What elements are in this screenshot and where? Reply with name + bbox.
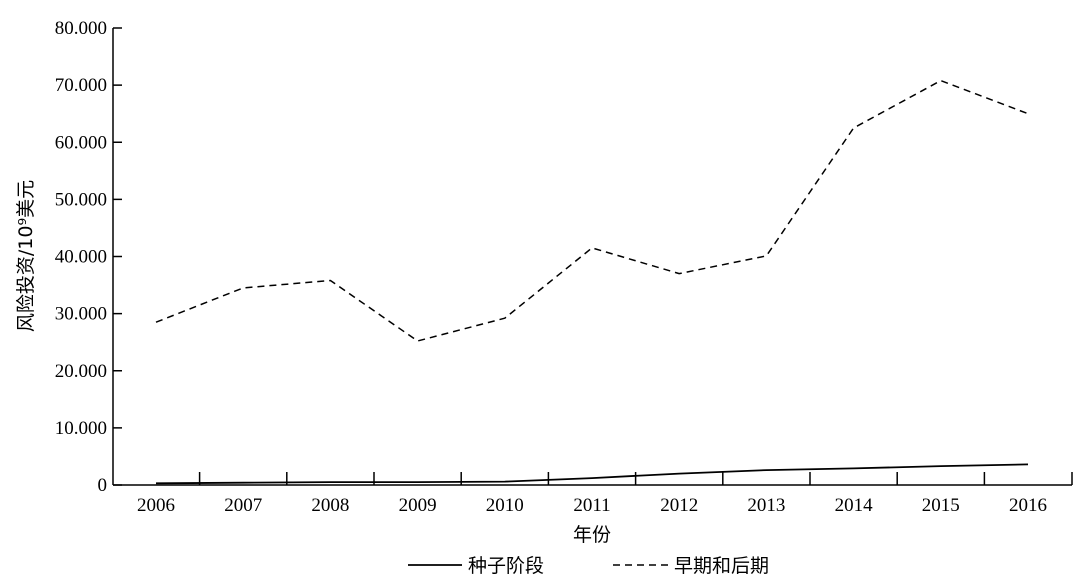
series-line-1	[155, 79, 1029, 342]
x-tick-label: 2011	[573, 495, 610, 516]
x-axis-title: 年份	[573, 524, 611, 546]
x-tick-label: 2016	[1009, 495, 1047, 516]
y-tick-label: 30.000	[55, 304, 107, 325]
series-line-0	[155, 463, 1029, 485]
series-layer	[155, 79, 1029, 485]
y-tick-label: 40.000	[55, 247, 107, 268]
axes-layer	[112, 28, 1072, 486]
legend: 种子阶段 早期和后期	[408, 555, 769, 577]
y-tick-label: 50.000	[55, 189, 107, 210]
x-tick-label: 2013	[747, 495, 785, 516]
x-tick-label: 2006	[137, 495, 175, 516]
y-tick-label: 60.000	[55, 132, 107, 153]
y-tick-label: 70.000	[55, 75, 107, 96]
x-tick-label: 2007	[224, 495, 262, 516]
x-tick-label: 2012	[660, 495, 698, 516]
x-tick-label: 2014	[835, 495, 874, 516]
legend-label-seed: 种子阶段	[468, 555, 544, 577]
y-tick-label: 0	[98, 475, 108, 496]
x-tick-label: 2015	[922, 495, 960, 516]
y-tick-label: 80.000	[55, 18, 107, 39]
x-tick-label: 2008	[311, 495, 349, 516]
y-tick-label: 20.000	[55, 361, 107, 382]
x-tick-label: 2009	[399, 495, 437, 516]
legend-label-early-late: 早期和后期	[674, 555, 769, 577]
ticks-layer: 0 10.000 20.000 30.000 40.000 50.000 60.000 70.…	[55, 18, 1073, 516]
x-tick-label: 2010	[486, 495, 524, 516]
y-axis-title: 风险投资/10⁹美元	[15, 180, 37, 332]
y-tick-label: 10.000	[55, 418, 107, 439]
